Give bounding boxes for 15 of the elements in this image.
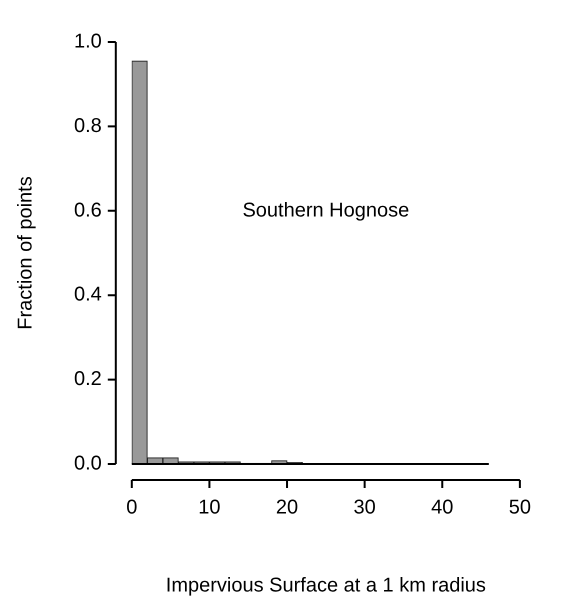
y-tick-label: 0.2 — [74, 368, 102, 390]
x-tick-label: 20 — [276, 496, 298, 519]
x-tick-label: 0 — [126, 496, 138, 519]
annotation: Southern Hognose — [242, 199, 410, 222]
y-tick-label: 0.0 — [74, 452, 102, 475]
x-tick-label: 50 — [508, 496, 531, 519]
x-tick-label: 10 — [198, 496, 221, 519]
y-tick-label: 0.6 — [74, 199, 102, 222]
y-tick-label: 1.0 — [74, 30, 102, 53]
y-tick-label: 0.4 — [74, 284, 102, 306]
y-axis-title: Fraction of points — [14, 176, 37, 330]
x-tick-label: 30 — [354, 496, 376, 519]
x-tick-label: 40 — [431, 496, 454, 519]
y-tick-label: 0.8 — [74, 114, 102, 137]
x-axis-title: Impervious Surface at a 1 km radius — [166, 574, 486, 597]
